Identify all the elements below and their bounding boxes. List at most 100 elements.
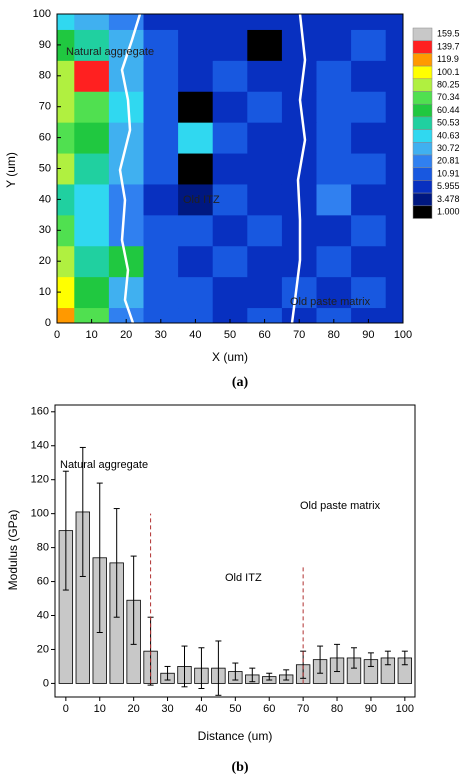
contour-cell — [74, 60, 110, 92]
contour-cell — [143, 14, 179, 30]
contour-cell — [143, 245, 179, 278]
x-tick-label: 0 — [54, 329, 60, 341]
colorbar-box — [412, 180, 433, 194]
contour-cell — [385, 14, 404, 30]
contour-cell — [57, 307, 75, 324]
contour-cell — [74, 183, 110, 216]
colorbar-label: 20.81 — [437, 156, 460, 166]
x-tick-label: 40 — [189, 329, 201, 341]
contour-cell — [316, 183, 352, 216]
y-tick-label: 30 — [39, 224, 51, 236]
contour-cell — [57, 122, 75, 154]
y-tick-label: 90 — [39, 39, 51, 51]
colorbar-box — [412, 53, 433, 67]
y-tick-label: 160 — [31, 406, 49, 418]
contour-cell — [351, 14, 387, 30]
y-tick-label: 70 — [39, 101, 51, 113]
y-tick-label: 100 — [31, 508, 49, 520]
contour-cell — [385, 153, 404, 185]
colorbar-label: 40.63 — [437, 130, 460, 140]
contour-cell — [385, 276, 404, 309]
contour-cell — [178, 60, 214, 92]
contour-cell — [351, 245, 387, 278]
contour-cell — [385, 307, 404, 324]
contour-cell — [74, 214, 110, 247]
colorbar-box — [412, 78, 433, 92]
contour-cell — [247, 153, 283, 185]
contour-cell — [143, 91, 179, 123]
y-tick-label: 40 — [39, 193, 51, 205]
contour-cell — [385, 91, 404, 123]
y-tick-label: 80 — [39, 70, 51, 82]
colorbar-label: 139.7 — [437, 41, 460, 51]
contour-cell — [247, 29, 283, 61]
x-tick-label: 10 — [94, 703, 106, 715]
contour-cell — [143, 29, 179, 61]
contour-cell — [385, 245, 404, 278]
contour-cell — [178, 245, 214, 278]
contour-cell — [212, 245, 248, 278]
x-tick-label: 60 — [263, 703, 275, 715]
contour-cell — [212, 29, 248, 61]
y-tick-label: 0 — [43, 677, 49, 689]
colorbar-box — [412, 27, 433, 41]
colorbar-box — [412, 167, 433, 181]
contour-cell — [143, 60, 179, 92]
colorbar-label: 10.91 — [437, 168, 460, 178]
colorbar-box — [412, 40, 433, 54]
caption: (a) — [232, 375, 249, 390]
contour-cell — [178, 276, 214, 309]
y-tick-label: 20 — [37, 643, 49, 655]
contour-cell — [178, 29, 214, 61]
contour-cell — [281, 307, 317, 324]
contour-cell — [178, 214, 214, 247]
colorbar-box — [412, 205, 433, 219]
contour-cell — [57, 153, 75, 185]
colorbar-label: 5.955 — [437, 181, 460, 191]
annotation: Old paste matrix — [300, 500, 381, 512]
x-tick-label: 80 — [328, 329, 340, 341]
contour-cell — [316, 276, 352, 309]
x-tick-label: 100 — [394, 329, 412, 341]
plot-frame — [56, 13, 404, 324]
contour-cell — [351, 214, 387, 247]
x-tick-label: 30 — [155, 329, 167, 341]
y-tick-label: 120 — [31, 474, 49, 486]
contour-cell — [316, 307, 352, 324]
contour-cell — [108, 153, 144, 185]
contour-cell — [57, 91, 75, 123]
x-tick-label: 0 — [63, 703, 69, 715]
contour-cell — [57, 29, 75, 61]
contour-cell — [316, 214, 352, 247]
colorbar-box — [412, 129, 433, 143]
contour-cell — [247, 14, 283, 30]
colorbar-label: 60.44 — [437, 105, 460, 115]
y-tick-label: 0 — [45, 317, 51, 329]
x-tick-label: 90 — [365, 703, 377, 715]
contour-cell — [212, 91, 248, 123]
contour-cell — [143, 276, 179, 309]
contour-cell — [212, 183, 248, 216]
y-axis-title: Y (um) — [4, 152, 18, 188]
contour-cell — [74, 14, 110, 30]
contour-cell — [74, 122, 110, 154]
contour-cell — [247, 60, 283, 92]
contour-cell — [74, 307, 110, 324]
contour-cell — [351, 307, 387, 324]
x-tick-label: 100 — [396, 703, 414, 715]
contour-cell — [57, 183, 75, 216]
contour-cell — [316, 91, 352, 123]
x-tick-label: 60 — [258, 329, 270, 341]
x-tick-label: 20 — [128, 703, 140, 715]
y-axis-title: Modulus (GPa) — [6, 510, 20, 591]
contour-cell — [385, 214, 404, 247]
contour-cell — [178, 307, 214, 324]
contour-cell — [351, 29, 387, 61]
colorbar-box — [412, 116, 433, 130]
contour-cell — [316, 29, 352, 61]
zone-boundary — [290, 13, 307, 324]
contour-cell — [247, 214, 283, 247]
colorbar-box — [412, 65, 433, 80]
colorbar-label: 50.53 — [437, 118, 460, 128]
